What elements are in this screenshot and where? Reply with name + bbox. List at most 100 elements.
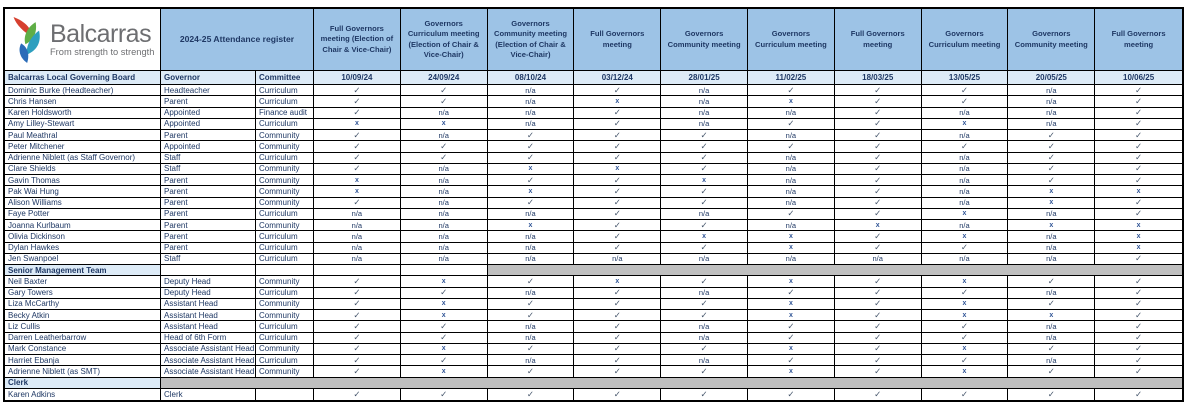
board-label: Balcarras Local Governing Board bbox=[5, 71, 161, 85]
register-table-frame: Balcarras From strength to strength 2024… bbox=[3, 7, 1184, 402]
attendance-cell: ✓ bbox=[921, 332, 1009, 344]
person-governor-type: Staff bbox=[161, 253, 256, 265]
check-mark: ✓ bbox=[1135, 276, 1143, 286]
absent-mark: x bbox=[354, 120, 359, 128]
not-applicable-mark: n/a bbox=[351, 254, 363, 264]
check-mark: ✓ bbox=[1135, 208, 1143, 219]
attendance-cell: ✓ bbox=[574, 220, 662, 232]
attendance-cell: n/a bbox=[1008, 107, 1096, 119]
person-governor-type: Appointed bbox=[161, 118, 256, 130]
check-mark: ✓ bbox=[1135, 107, 1143, 118]
check-mark: ✓ bbox=[960, 141, 969, 151]
attendance-cell: x bbox=[574, 163, 662, 175]
attendance-cell: ✓ bbox=[314, 355, 401, 367]
attendance-cell: ✓ bbox=[400, 141, 488, 153]
check-mark: ✓ bbox=[613, 118, 621, 129]
attendance-cell: ✓ bbox=[661, 152, 748, 164]
not-applicable-mark: n/a bbox=[785, 164, 797, 174]
absent-mark: x bbox=[1049, 221, 1054, 229]
attendance-cell: n/a bbox=[400, 208, 488, 220]
section-label: Clerk bbox=[5, 377, 161, 389]
check-mark: ✓ bbox=[353, 355, 361, 365]
not-applicable-mark: n/a bbox=[785, 198, 797, 208]
check-mark: ✓ bbox=[700, 343, 708, 354]
check-mark: ✓ bbox=[874, 366, 882, 376]
attendance-cell: ✓ bbox=[400, 287, 488, 299]
attendance-cell: ✓ bbox=[314, 107, 401, 119]
check-mark: ✓ bbox=[353, 130, 361, 140]
person-governor-type: Clerk bbox=[161, 388, 256, 400]
attendance-cell: ✓ bbox=[748, 355, 835, 367]
section-gray-band bbox=[161, 377, 1182, 389]
absent-mark: x bbox=[1049, 311, 1054, 319]
person-committee: Curriculum bbox=[256, 118, 314, 130]
not-applicable-mark: n/a bbox=[959, 108, 970, 118]
check-mark: ✓ bbox=[1135, 388, 1143, 399]
check-mark: ✓ bbox=[1135, 343, 1143, 354]
person-committee: Curriculum bbox=[256, 85, 314, 97]
meeting-date: 03/12/24 bbox=[574, 71, 662, 85]
attendance-cell: ✓ bbox=[1008, 366, 1096, 378]
check-mark: ✓ bbox=[1047, 175, 1055, 185]
attendance-cell: ✓ bbox=[834, 242, 922, 254]
attendance-cell: x bbox=[921, 343, 1009, 355]
attendance-cell: ✓ bbox=[834, 355, 922, 367]
attendance-register-table: Balcarras From strength to strength 2024… bbox=[5, 9, 1182, 400]
check-mark: ✓ bbox=[1135, 141, 1143, 151]
check-mark: ✓ bbox=[613, 298, 621, 309]
attendance-cell: n/a bbox=[661, 107, 748, 119]
person-committee: Community bbox=[256, 220, 314, 232]
attendance-cell: ✓ bbox=[1095, 310, 1182, 322]
not-applicable-mark: n/a bbox=[351, 209, 363, 219]
attendance-cell: ✓ bbox=[1008, 130, 1096, 142]
absent-mark: x bbox=[702, 232, 707, 240]
not-applicable-mark: n/a bbox=[959, 175, 970, 185]
meeting-date: 18/03/25 bbox=[834, 71, 922, 85]
check-mark: ✓ bbox=[1135, 152, 1143, 163]
absent-mark: x bbox=[962, 120, 967, 128]
person-governor-type: Associate Assistant Head bbox=[161, 366, 256, 378]
check-mark: ✓ bbox=[874, 343, 882, 354]
attendance-cell: n/a bbox=[487, 208, 575, 220]
not-applicable-mark: n/a bbox=[698, 321, 710, 331]
attendance-cell: ✓ bbox=[834, 163, 922, 175]
attendance-cell: n/a bbox=[574, 253, 662, 265]
person-governor-type: Parent bbox=[161, 130, 256, 142]
attendance-cell: ✓ bbox=[314, 298, 401, 310]
check-mark: ✓ bbox=[874, 186, 882, 196]
check-mark: ✓ bbox=[1047, 388, 1055, 399]
not-applicable-mark: n/a bbox=[785, 186, 797, 196]
not-applicable-mark: n/a bbox=[785, 175, 797, 185]
person-name: Dominic Burke (Headteacher) bbox=[5, 85, 161, 97]
check-mark: ✓ bbox=[613, 343, 621, 354]
check-mark: ✓ bbox=[526, 175, 535, 185]
attendance-cell: ✓ bbox=[921, 287, 1009, 299]
attendance-cell: ✓ bbox=[1095, 197, 1182, 209]
not-applicable-mark: n/a bbox=[438, 164, 449, 174]
person-name: Liza McCarthy bbox=[5, 298, 161, 310]
check-mark: ✓ bbox=[700, 276, 708, 286]
person-name: Dylan Hawkes bbox=[5, 242, 161, 254]
not-applicable-mark: n/a bbox=[438, 108, 449, 118]
attendance-cell: n/a bbox=[748, 197, 835, 209]
check-mark: ✓ bbox=[613, 321, 621, 331]
attendance-cell: n/a bbox=[314, 208, 401, 220]
attendance-cell: ✓ bbox=[1008, 141, 1096, 153]
attendance-cell: ✓ bbox=[661, 197, 748, 209]
check-mark: ✓ bbox=[1135, 355, 1143, 365]
check-mark: ✓ bbox=[1135, 175, 1143, 185]
attendance-cell: n/a bbox=[487, 253, 575, 265]
check-mark: ✓ bbox=[613, 152, 621, 163]
attendance-cell: ✓ bbox=[1095, 141, 1182, 153]
attendance-cell: ✓ bbox=[574, 298, 662, 310]
not-applicable-mark: n/a bbox=[612, 254, 623, 264]
not-applicable-mark: n/a bbox=[1046, 119, 1057, 129]
attendance-cell: ✓ bbox=[1095, 175, 1182, 187]
person-name: Becky Atkin bbox=[5, 310, 161, 322]
check-mark: ✓ bbox=[353, 85, 361, 95]
not-applicable-mark: n/a bbox=[525, 254, 536, 264]
not-applicable-mark: n/a bbox=[438, 198, 449, 208]
not-applicable-mark: n/a bbox=[438, 186, 449, 196]
person-committee: Curriculum bbox=[256, 332, 314, 344]
